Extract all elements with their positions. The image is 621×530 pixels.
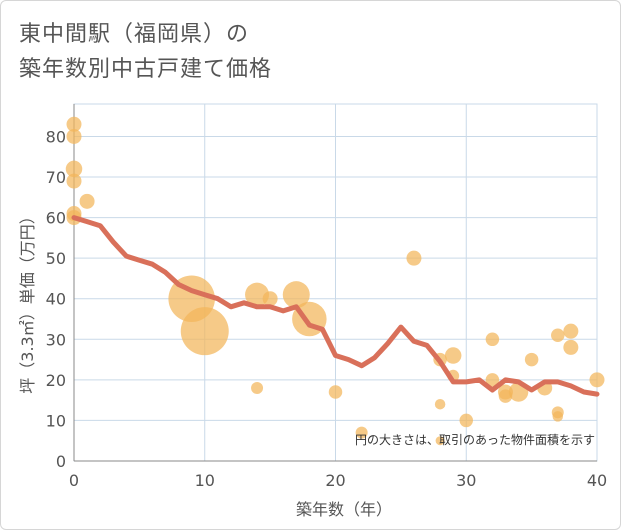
data-point — [563, 339, 579, 355]
x-axis-label: 築年数（年） — [296, 500, 392, 519]
y-tick-label: 50 — [46, 249, 66, 268]
x-tick-label: 20 — [325, 471, 345, 490]
y-tick-label: 0 — [56, 452, 66, 471]
data-point — [65, 160, 83, 178]
data-point — [66, 173, 82, 189]
data-point — [262, 291, 278, 307]
chart-title: 東中間駅（福岡県）の 築年数別中古戸建て価格 — [19, 17, 272, 87]
trend-line-group — [71, 215, 600, 397]
data-point — [444, 347, 462, 364]
axes: 0 10 20 30 40 0 10 20 30 40 50 60 70 80 — [46, 104, 607, 490]
data-point — [79, 193, 95, 209]
data-point — [524, 352, 539, 367]
data-point — [66, 128, 82, 144]
size-annotation: 円の大きさは、取引のあった物件面積を示す — [355, 432, 595, 447]
y-tick-label: 80 — [46, 127, 66, 146]
data-point — [552, 411, 564, 422]
data-point — [435, 436, 445, 446]
y-tick-label: 30 — [46, 330, 66, 349]
data-point — [251, 381, 264, 394]
y-tick-label: 60 — [46, 209, 66, 228]
chart-title-line-1: 東中間駅（福岡県）の — [19, 22, 250, 47]
y-tick-label: 20 — [46, 371, 66, 390]
y-axis-label: 坪（3.3㎡）単価（万円） — [18, 208, 37, 393]
data-point — [406, 250, 422, 266]
x-tick-label: 0 — [69, 471, 79, 490]
axis-labels: 築年数（年） 坪（3.3㎡）単価（万円） 円の大きさは、取引のあった物件面積を示… — [18, 208, 595, 519]
data-point — [328, 385, 343, 399]
data-point — [180, 307, 229, 356]
data-point — [282, 281, 310, 309]
data-point — [551, 328, 565, 342]
data-point — [589, 372, 605, 388]
chart-title-line-2: 築年数別中古戸建て価格 — [19, 57, 273, 82]
data-point — [355, 426, 368, 439]
data-point — [485, 373, 500, 387]
trend-line — [71, 215, 600, 397]
x-tick-label: 30 — [456, 471, 476, 490]
data-point — [434, 398, 446, 410]
data-point — [459, 413, 473, 428]
y-tick-label: 40 — [46, 290, 66, 309]
x-tick-label: 40 — [587, 471, 607, 490]
data-point — [485, 332, 500, 347]
grid — [73, 103, 598, 462]
x-tick-label: 10 — [195, 471, 215, 490]
data-point — [563, 323, 579, 339]
y-tick-label: 70 — [46, 168, 66, 187]
y-tick-label: 10 — [46, 411, 66, 430]
data-point — [66, 116, 82, 132]
